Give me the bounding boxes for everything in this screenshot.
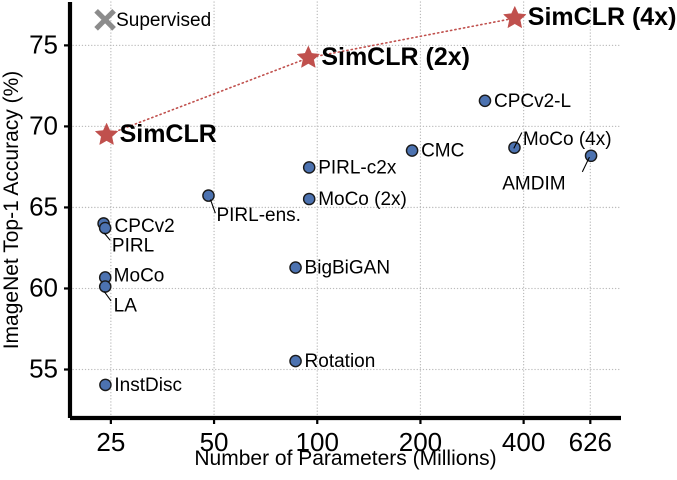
- svg-text:55: 55: [29, 354, 58, 384]
- svg-text:PIRL-c2x: PIRL-c2x: [318, 157, 397, 178]
- svg-text:LA: LA: [114, 295, 138, 316]
- svg-text:65: 65: [29, 191, 58, 221]
- svg-text:Supervised: Supervised: [116, 10, 211, 31]
- svg-text:ImageNet Top-1 Accuracy (%): ImageNet Top-1 Accuracy (%): [0, 71, 23, 350]
- svg-text:SimCLR (4x): SimCLR (4x): [528, 3, 677, 31]
- svg-text:Rotation: Rotation: [305, 351, 376, 372]
- svg-text:BigBiGAN: BigBiGAN: [305, 258, 391, 279]
- svg-text:SimCLR: SimCLR: [120, 120, 217, 148]
- svg-text:MoCo (4x): MoCo (4x): [523, 129, 612, 150]
- svg-text:75: 75: [29, 29, 58, 59]
- svg-text:CMC: CMC: [421, 141, 464, 162]
- svg-text:InstDisc: InstDisc: [114, 375, 182, 396]
- svg-text:25: 25: [96, 427, 125, 457]
- svg-text:70: 70: [29, 110, 58, 140]
- svg-text:626: 626: [569, 427, 612, 457]
- svg-text:CPCv2: CPCv2: [115, 216, 175, 237]
- svg-text:PIRL: PIRL: [112, 236, 154, 257]
- svg-text:400: 400: [502, 427, 545, 457]
- svg-text:Number of Parameters (Millions: Number of Parameters (Millions): [194, 447, 496, 470]
- svg-text:PIRL-ens.: PIRL-ens.: [216, 205, 300, 226]
- svg-text:MoCo (2x): MoCo (2x): [318, 189, 407, 210]
- svg-text:AMDIM: AMDIM: [502, 173, 565, 194]
- svg-text:CPCv2-L: CPCv2-L: [494, 91, 571, 112]
- svg-text:MoCo: MoCo: [114, 265, 165, 286]
- svg-text:60: 60: [29, 272, 58, 302]
- svg-text:SimCLR (2x): SimCLR (2x): [321, 43, 470, 71]
